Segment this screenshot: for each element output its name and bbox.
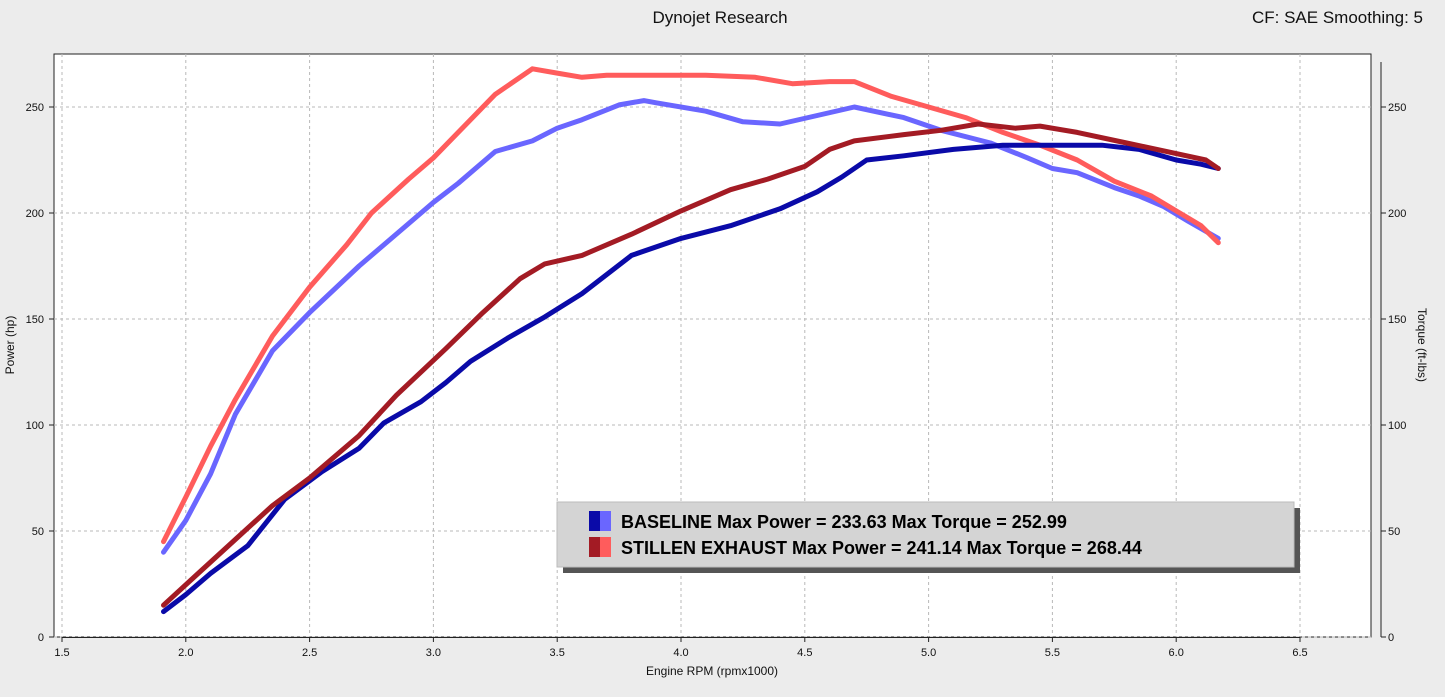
y-left-tick-label: 50	[32, 526, 44, 538]
y-right-tick-label: 250	[1388, 102, 1406, 114]
series-line-stillen-exhaust-power	[161, 121, 1221, 608]
y-left-tick-label: 0	[38, 632, 44, 644]
y-axis-right-ticks: 0 50 100 150 200 250	[1380, 62, 1406, 644]
legend-swatch-stillen-light	[600, 537, 611, 557]
series-lines	[161, 66, 1221, 615]
y-right-tick-label: 150	[1388, 314, 1406, 326]
y-axis-left-ticks: 0 50 100 150 200 250	[26, 102, 54, 644]
x-tick-label: 5.0	[921, 647, 936, 659]
x-tick-label: 6.5	[1292, 647, 1307, 659]
y-axis-left-label: Power (hp)	[3, 316, 17, 375]
legend-box	[556, 501, 1295, 568]
y-axis-right-label: Torque (ft-lbs)	[1415, 308, 1429, 382]
legend-entry-baseline: BASELINE Max Power = 233.63 Max Torque =…	[621, 512, 1067, 532]
chart-title: Dynojet Research	[652, 8, 787, 27]
y-right-tick-label: 50	[1388, 526, 1400, 538]
y-right-tick-label: 100	[1388, 420, 1406, 432]
series-line-baseline-power	[161, 142, 1221, 615]
series-line-baseline-torque	[161, 98, 1221, 555]
y-right-tick-label: 200	[1388, 208, 1406, 220]
legend: BASELINE Max Power = 233.63 Max Torque =…	[556, 501, 1300, 573]
y-left-tick-label: 250	[26, 102, 44, 114]
x-tick-label: 1.5	[54, 647, 69, 659]
x-tick-label: 4.5	[797, 647, 812, 659]
x-axis-label: Engine RPM (rpmx1000)	[646, 664, 778, 678]
x-axis-ticks: 1.5 2.0 2.5 3.0 3.5 4.0 4.5 5.0 5.5 6.0 6.5	[54, 637, 1308, 659]
x-tick-label: 2.5	[302, 647, 317, 659]
legend-swatch-baseline-light	[600, 511, 611, 531]
y-right-tick-label: 0	[1388, 632, 1394, 644]
x-tick-label: 4.0	[673, 647, 688, 659]
x-tick-label: 3.0	[426, 647, 441, 659]
x-tick-label: 5.5	[1045, 647, 1060, 659]
x-tick-label: 3.5	[550, 647, 565, 659]
legend-swatch-baseline-dark	[589, 511, 600, 531]
y-left-tick-label: 100	[26, 420, 44, 432]
y-left-tick-label: 150	[26, 314, 44, 326]
y-left-tick-label: 200	[26, 208, 44, 220]
series-line-stillen-exhaust-torque	[161, 66, 1221, 545]
legend-swatch-stillen-dark	[589, 537, 600, 557]
legend-entry-stillen: STILLEN EXHAUST Max Power = 241.14 Max T…	[621, 538, 1142, 558]
x-tick-label: 6.0	[1169, 647, 1184, 659]
x-tick-label: 2.0	[178, 647, 193, 659]
correction-factor-info: CF: SAE Smoothing: 5	[1252, 8, 1423, 27]
